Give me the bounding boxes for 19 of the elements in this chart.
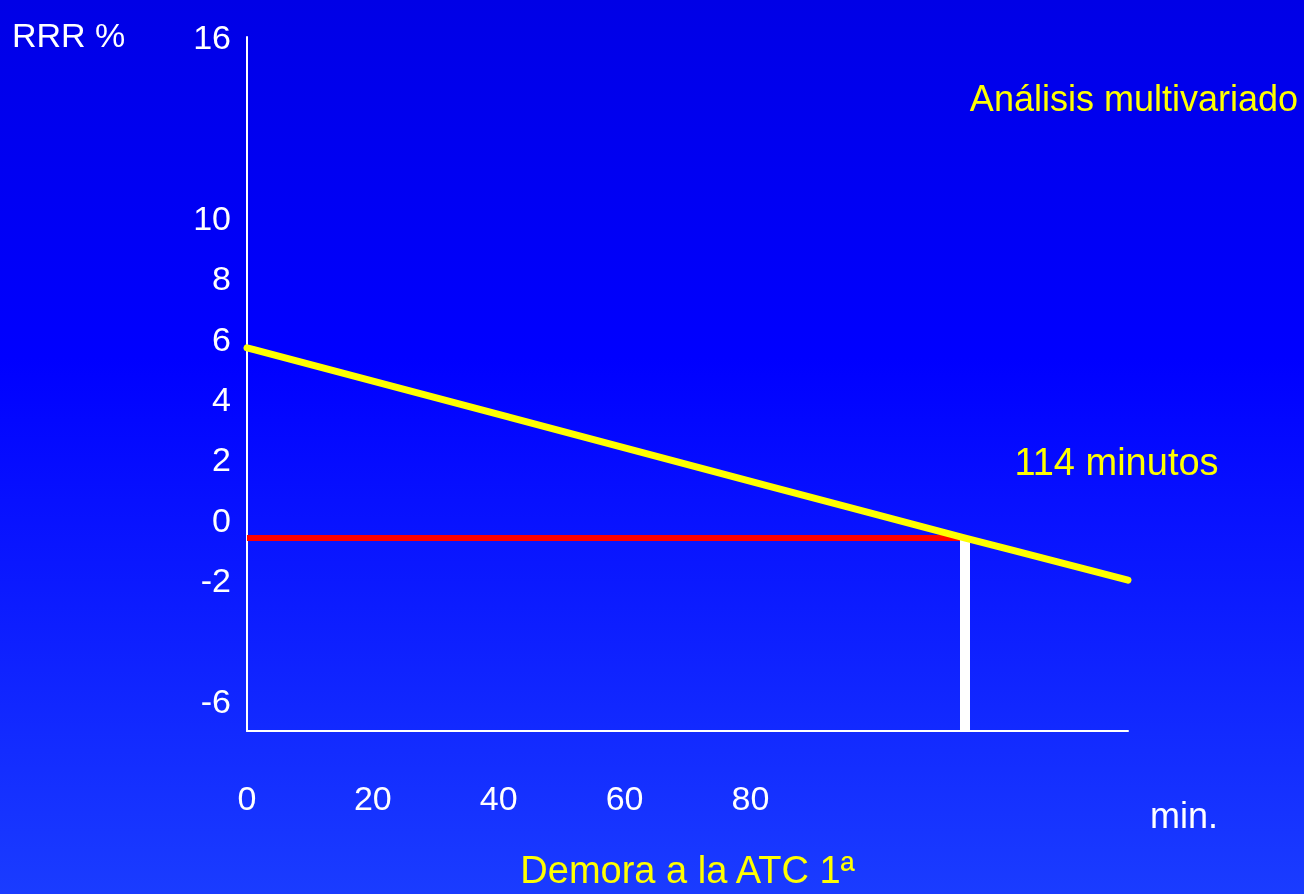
- text: min.: [1150, 794, 1219, 836]
- y-tick-label: 8: [212, 259, 231, 298]
- y-tick-label: 10: [193, 199, 231, 238]
- x-tick-label: 0: [237, 779, 257, 817]
- annotation: 114 minutos: [1014, 440, 1219, 483]
- y-tick-label: 4: [212, 380, 231, 419]
- y-tick-label: 6: [212, 319, 231, 358]
- y-tick-label: 0: [212, 500, 231, 539]
- y-tick-label: 2: [212, 440, 231, 479]
- x-tick-label: 20: [353, 779, 392, 817]
- y-tick-label: -6: [200, 681, 231, 720]
- x-tick-label: 80: [731, 779, 770, 817]
- x-axis-title: Demora a la ATC 1ª: [520, 849, 856, 891]
- y-tick-label: -2: [200, 561, 231, 600]
- x-tick-label: 40: [479, 779, 518, 817]
- annotation: Análisis multivariado: [969, 77, 1299, 119]
- y-axis-title: RRR %: [12, 16, 126, 54]
- y-tick-label: 16: [193, 18, 231, 56]
- x-tick-label: 60: [605, 779, 644, 817]
